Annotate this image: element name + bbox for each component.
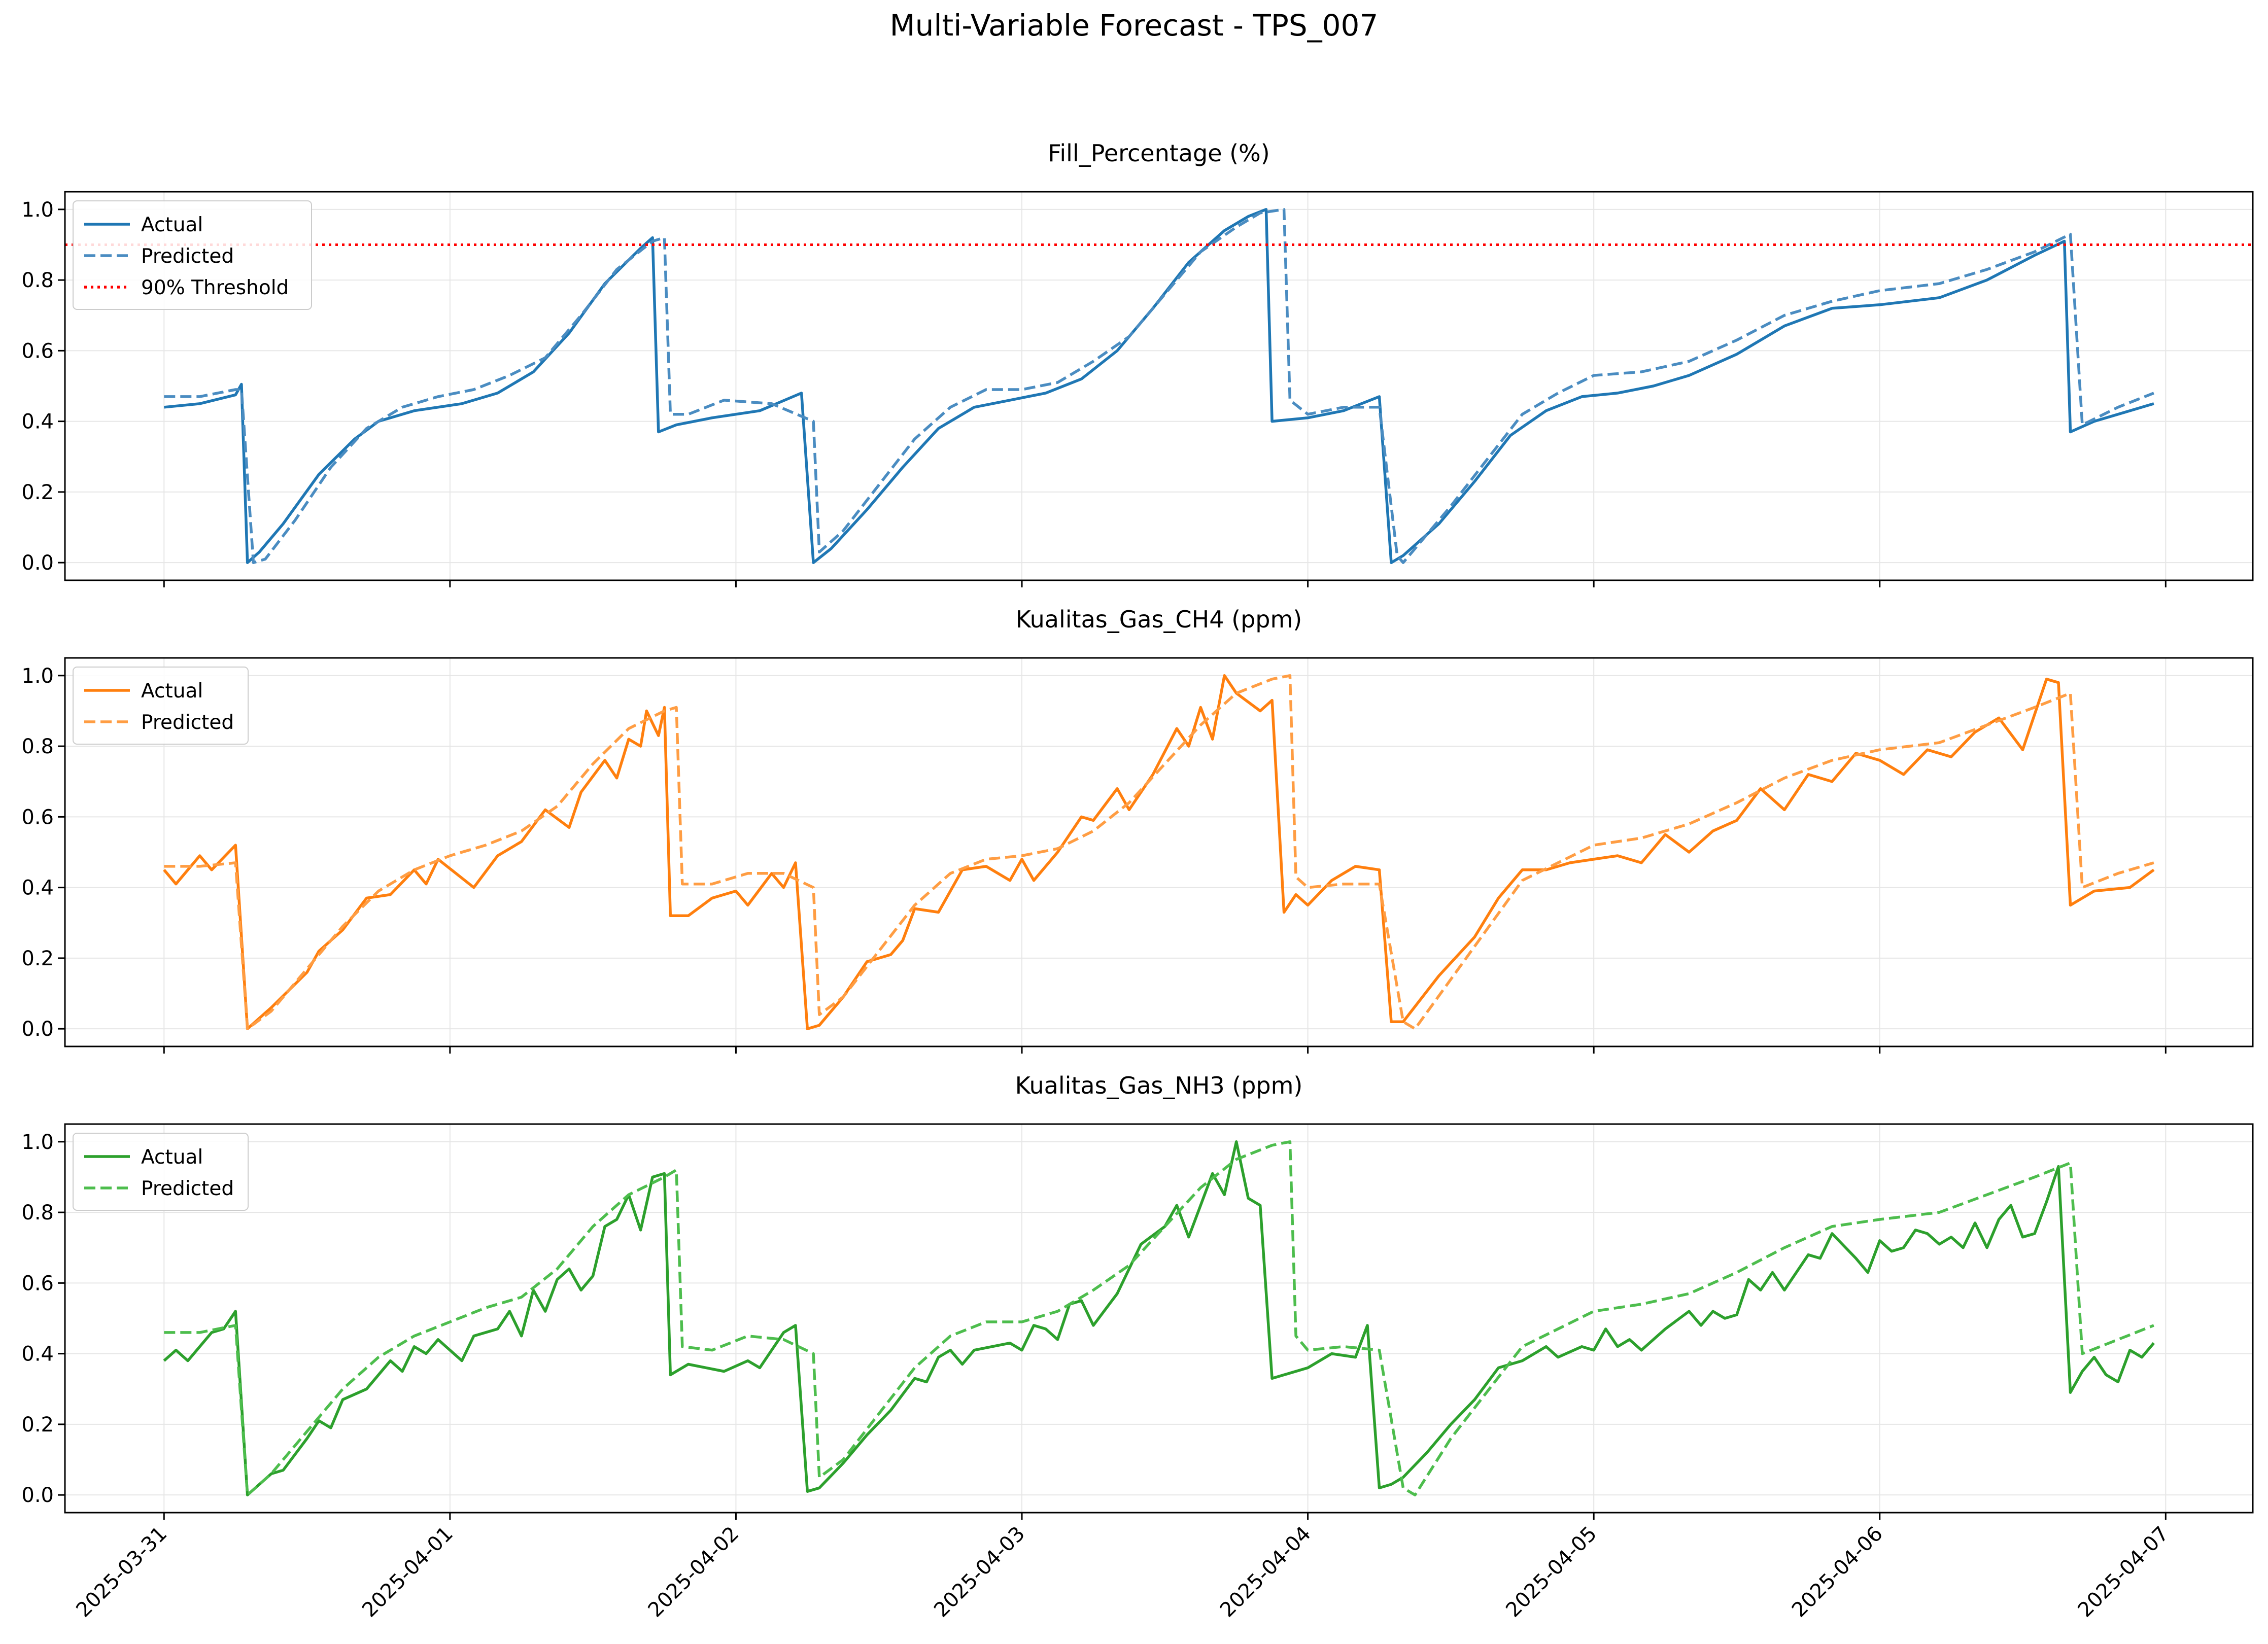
- y-tick-label: 0.8: [21, 735, 54, 758]
- actual-series-line: [164, 208, 2154, 564]
- axes-frame: [64, 191, 2254, 581]
- y-tick-label: 0.8: [21, 269, 54, 292]
- legend-label: Predicted: [141, 245, 234, 268]
- predicted-series-line: [164, 674, 2154, 1030]
- y-tick-label: 0.8: [21, 1201, 54, 1225]
- legend-label: Actual: [141, 680, 203, 703]
- y-tick-label: 0.2: [21, 1413, 54, 1437]
- legend-label: Actual: [141, 214, 203, 236]
- figure-title: Multi-Variable Forecast - TPS_007: [890, 8, 1379, 43]
- axes-frame: [64, 657, 2254, 1047]
- legend-box: [73, 1133, 249, 1211]
- y-tick-label: 0.4: [21, 410, 54, 434]
- legend-label: 90% Threshold: [141, 276, 289, 299]
- y-tick-label: 1.0: [21, 664, 54, 688]
- legend-label: Actual: [141, 1146, 203, 1169]
- y-tick-label: 1.0: [21, 198, 54, 222]
- actual-series-line: [163, 1140, 2155, 1496]
- y-tick-label: 0.0: [21, 551, 54, 575]
- y-tick-label: 0.6: [21, 806, 54, 829]
- y-tick-label: 0.6: [21, 339, 54, 363]
- predicted-series-line: [164, 1140, 2154, 1496]
- predicted-series-line: [164, 208, 2154, 564]
- actual-series-line: [163, 674, 2155, 1030]
- legend-label: Predicted: [141, 1177, 234, 1200]
- panel-title: Fill_Percentage (%): [1048, 139, 1269, 167]
- y-tick-label: 0.0: [21, 1484, 54, 1507]
- y-tick-label: 0.6: [21, 1272, 54, 1295]
- y-tick-label: 0.2: [21, 481, 54, 504]
- y-tick-label: 0.0: [21, 1018, 54, 1041]
- panel-title: Kualitas_Gas_NH3 (ppm): [1015, 1072, 1303, 1099]
- y-tick-label: 0.4: [21, 877, 54, 900]
- legend-box: [73, 667, 249, 745]
- y-tick-label: 1.0: [21, 1131, 54, 1154]
- panel-title: Kualitas_Gas_CH4 (ppm): [1016, 606, 1302, 633]
- legend-label: Predicted: [141, 711, 234, 734]
- axes-frame: [64, 1123, 2254, 1514]
- y-tick-label: 0.4: [21, 1343, 54, 1366]
- legend-box: [73, 200, 312, 310]
- y-tick-label: 0.2: [21, 947, 54, 970]
